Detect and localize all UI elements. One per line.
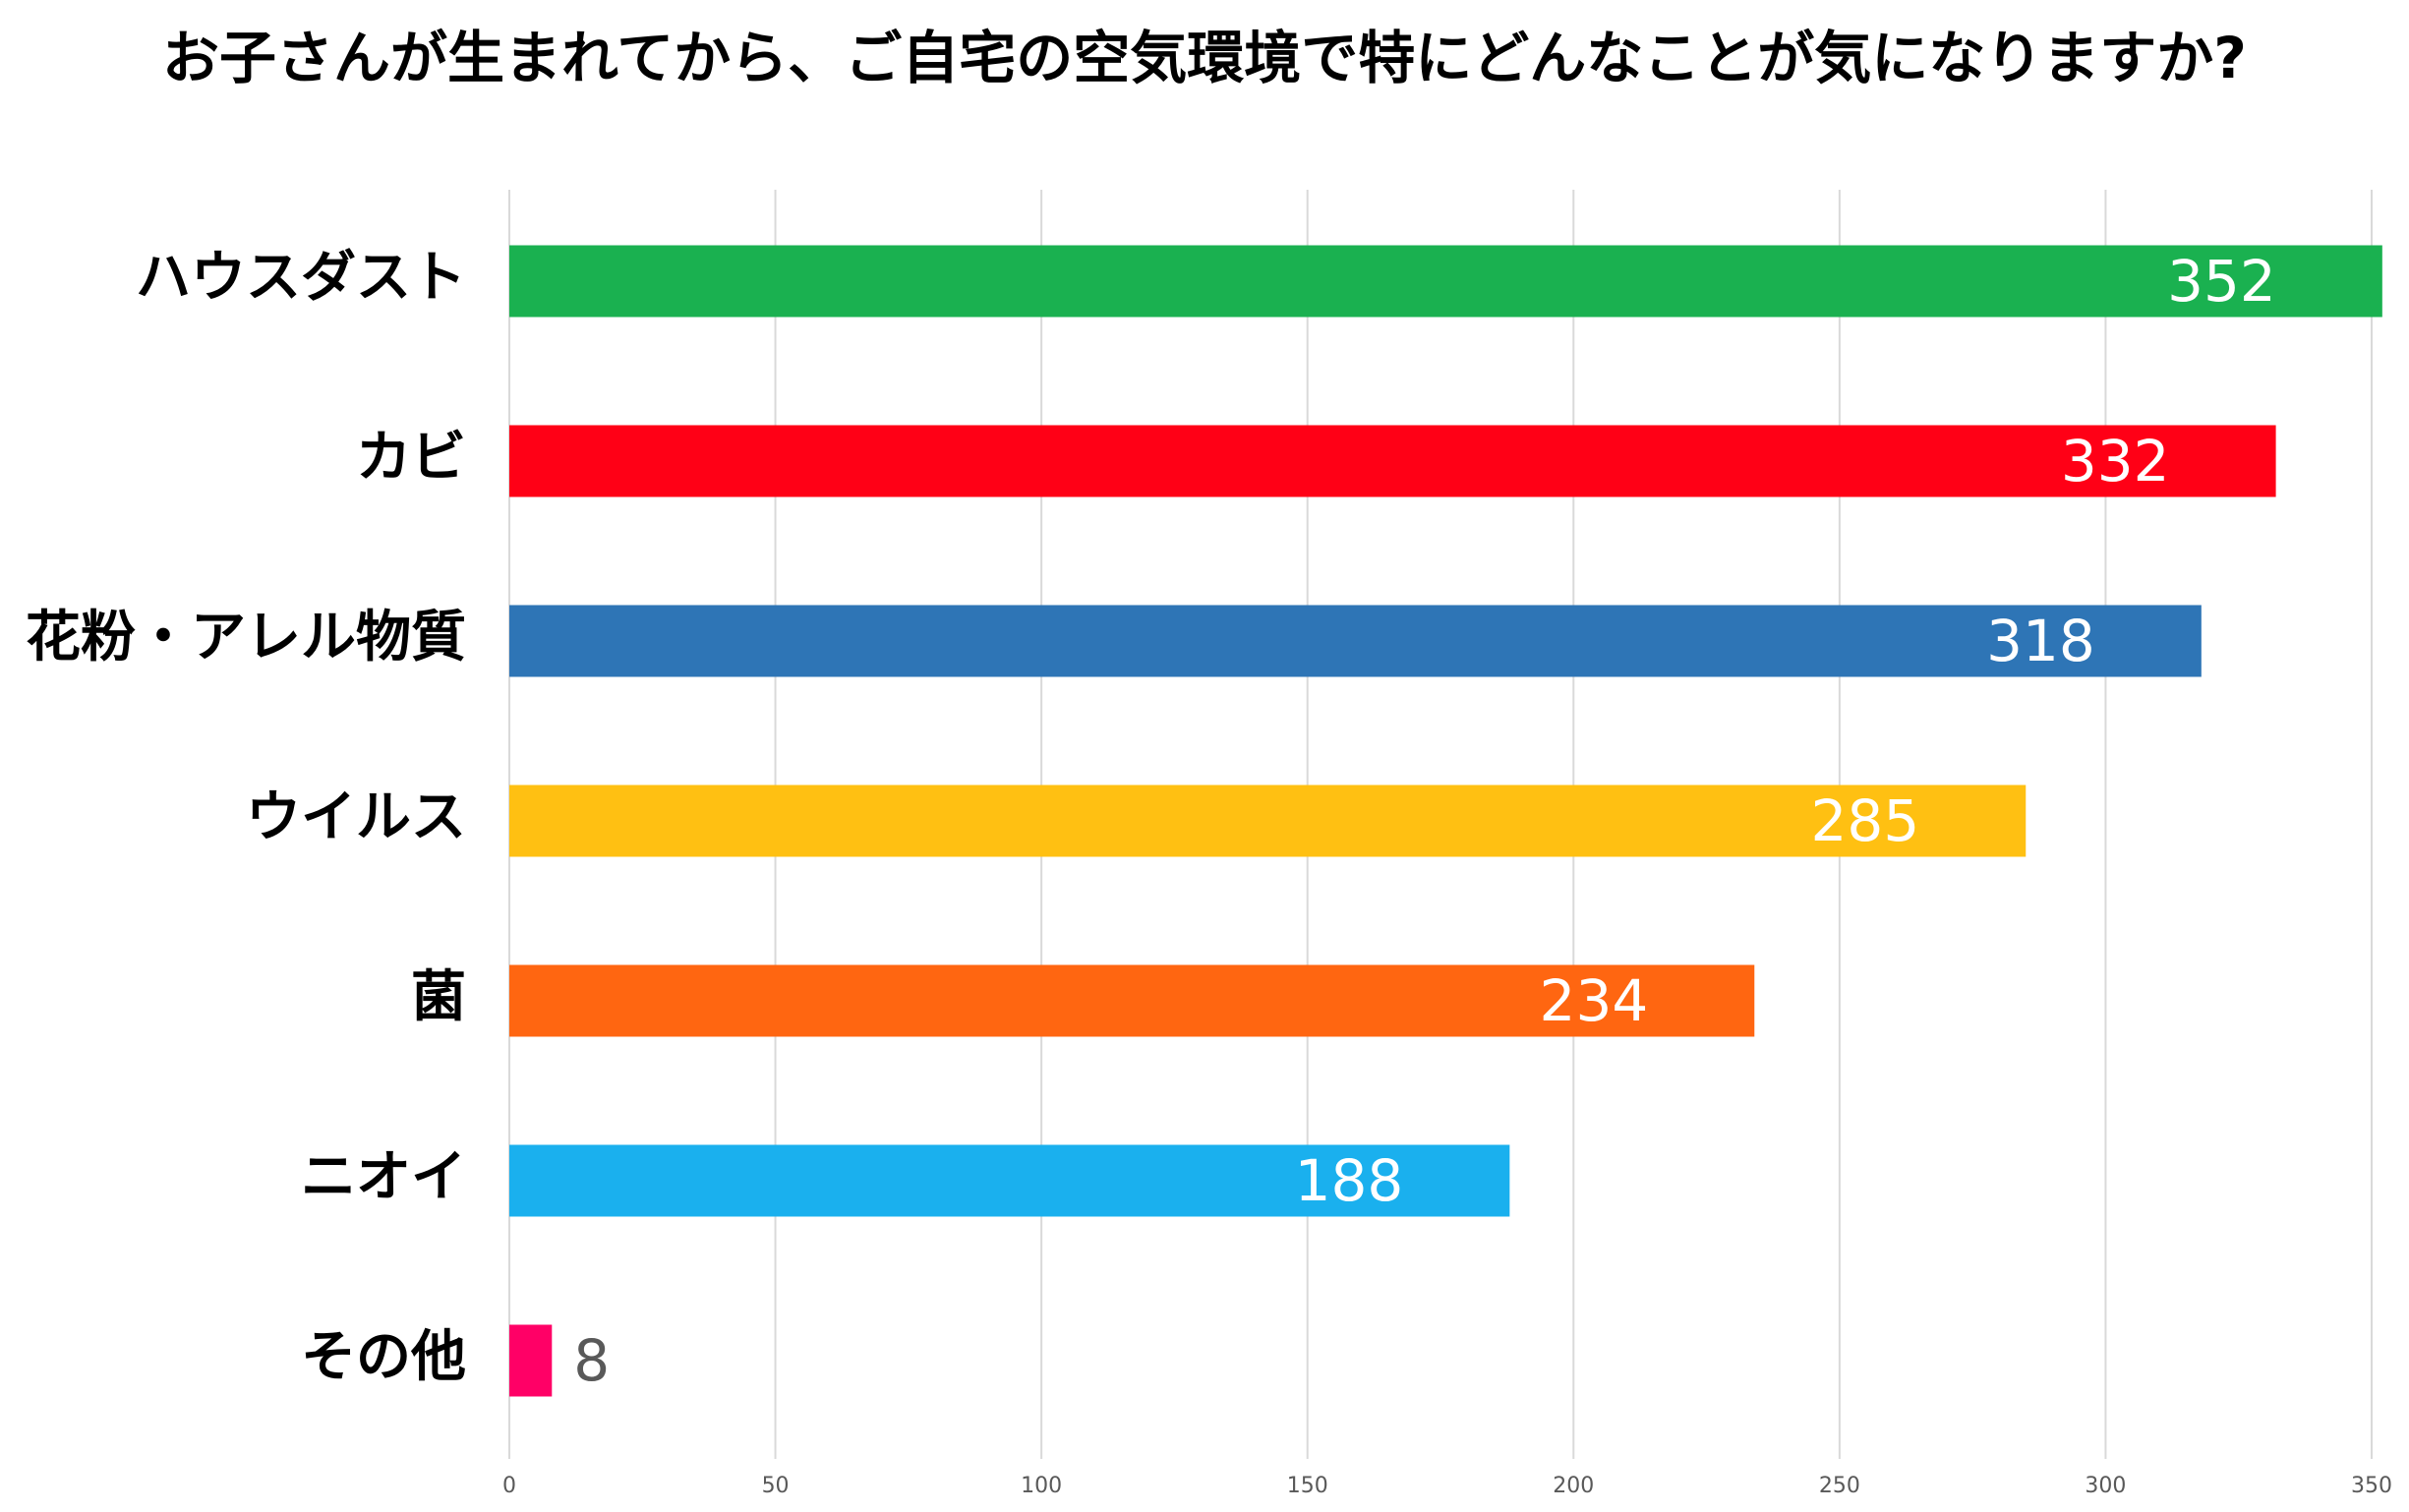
bar xyxy=(509,605,2202,677)
bars: 352 ハウスダスト 332 カビ 318 花粉・アレル物質 285 ウイルス 234 菌 188 ニ… xyxy=(26,245,2382,1397)
bar xyxy=(509,1144,1510,1217)
value-label: 352 xyxy=(2167,248,2276,315)
x-tick-label: 350 xyxy=(2351,1474,2392,1498)
value-label: 8 xyxy=(573,1327,610,1394)
bar xyxy=(509,964,1755,1037)
bar xyxy=(509,1324,553,1397)
bar xyxy=(509,425,2276,497)
category-label: 菌 xyxy=(411,965,466,1029)
category-label: ニオイ xyxy=(301,1145,466,1209)
category-label: ハウスダスト xyxy=(136,246,466,310)
chart-title: お子さんが生まれてから、ご自宅の空気環境で特にどんなことが気になりますか? xyxy=(162,25,2247,91)
x-tick-label: 300 xyxy=(2085,1474,2126,1498)
bar xyxy=(509,785,2027,857)
category-label: カビ xyxy=(356,426,466,490)
category-label: ウイルス xyxy=(246,785,466,849)
value-label: 234 xyxy=(1540,967,1649,1034)
category-label: その他 xyxy=(301,1325,466,1389)
value-label: 332 xyxy=(2061,428,2170,494)
category-label: 花粉・アレル物質 xyxy=(26,606,466,669)
x-tick-label: 50 xyxy=(762,1474,790,1498)
x-tick-label: 100 xyxy=(1021,1474,1062,1498)
x-tick-label: 200 xyxy=(1553,1474,1594,1498)
x-tick-label: 250 xyxy=(1819,1474,1860,1498)
x-tick-label: 0 xyxy=(502,1474,516,1498)
value-label: 318 xyxy=(1986,608,2095,674)
x-tick-label: 150 xyxy=(1287,1474,1328,1498)
bar xyxy=(509,245,2382,318)
value-label: 188 xyxy=(1295,1147,1404,1214)
value-label: 285 xyxy=(1811,787,1920,854)
